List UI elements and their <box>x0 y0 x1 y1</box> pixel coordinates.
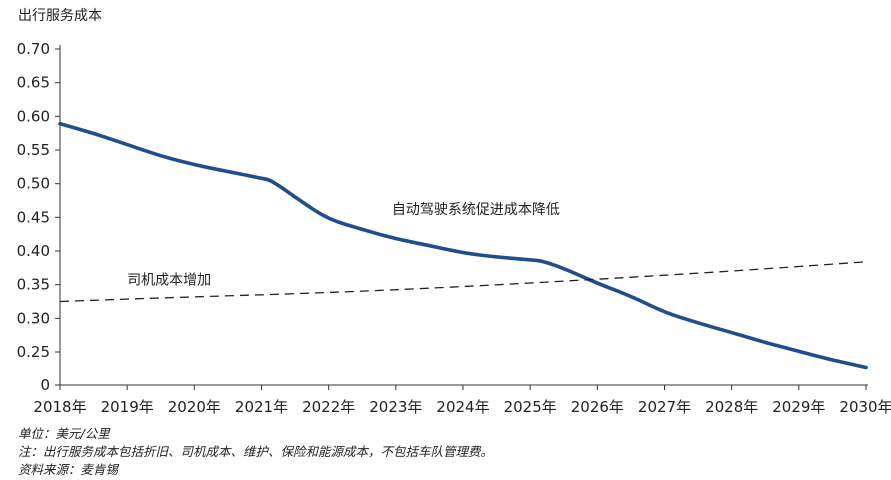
y-tick-label: 0.60 <box>17 107 50 125</box>
x-tick-label: 2030年 <box>839 398 891 416</box>
y-tick-label: 0 <box>40 376 50 394</box>
x-tick-label: 2022年 <box>302 398 355 416</box>
series-lines <box>58 121 868 370</box>
x-tick-labels: 2018年 2019年 2020年 2021年 2022年 2023年 2024年 2025年… <box>33 398 891 416</box>
y-axis-title: 出行服务成本 <box>18 8 102 24</box>
x-tick-label: 2018年 <box>33 398 86 416</box>
x-tick-label: 2019年 <box>101 398 154 416</box>
x-tick-label: 2024年 <box>436 398 489 416</box>
x-tick-label: 2027年 <box>638 398 691 416</box>
series-annotation: 自动驾驶系统促进成本降低 <box>392 202 560 218</box>
y-tick-label: 0.45 <box>17 208 50 226</box>
x-tick-label: 2026年 <box>571 398 624 416</box>
y-tick-label: 0.50 <box>17 175 50 193</box>
series-annotation: 司机成本增加 <box>127 273 211 289</box>
y-tick-label: 0.35 <box>17 276 50 294</box>
y-tick-label: 0.25 <box>17 343 50 361</box>
x-tick-label: 2028年 <box>705 398 758 416</box>
driver-cost-line <box>59 261 867 303</box>
axes <box>55 45 868 390</box>
x-tick-label: 2021年 <box>235 398 288 416</box>
unit-note: 单位：美元/公里 <box>18 426 110 441</box>
x-tick-label: 2025年 <box>504 398 557 416</box>
source-note: 资料来源：麦肯锡 <box>18 462 119 477</box>
explanation-note: 注：出行服务成本包括折旧、司机成本、维护、保险和能源成本，不包括车队管理费。 <box>18 444 494 459</box>
autonomous-cost-line <box>58 121 868 370</box>
y-tick-labels: 0 0.25 0.30 0.35 0.40 0.45 0.50 0.55 0.60 0.65 0.7… <box>17 40 50 394</box>
y-tick-label: 0.65 <box>17 74 50 92</box>
footnotes: 单位：美元/公里 注：出行服务成本包括折旧、司机成本、维护、保险和能源成本，不包… <box>18 425 493 479</box>
x-tick-label: 2029年 <box>772 398 825 416</box>
y-tick-label: 0.40 <box>17 242 50 260</box>
line-chart: 出行服务成本 0 0.25 0.30 0.35 0.40 0.45 0.50 0.55 0.60… <box>17 8 891 416</box>
y-tick-label: 0.55 <box>17 141 50 159</box>
y-tick-label: 0.70 <box>17 40 50 58</box>
x-tick-label: 2023年 <box>369 398 422 416</box>
x-tick-label: 2020年 <box>168 398 221 416</box>
y-tick-label: 0.30 <box>17 309 50 327</box>
